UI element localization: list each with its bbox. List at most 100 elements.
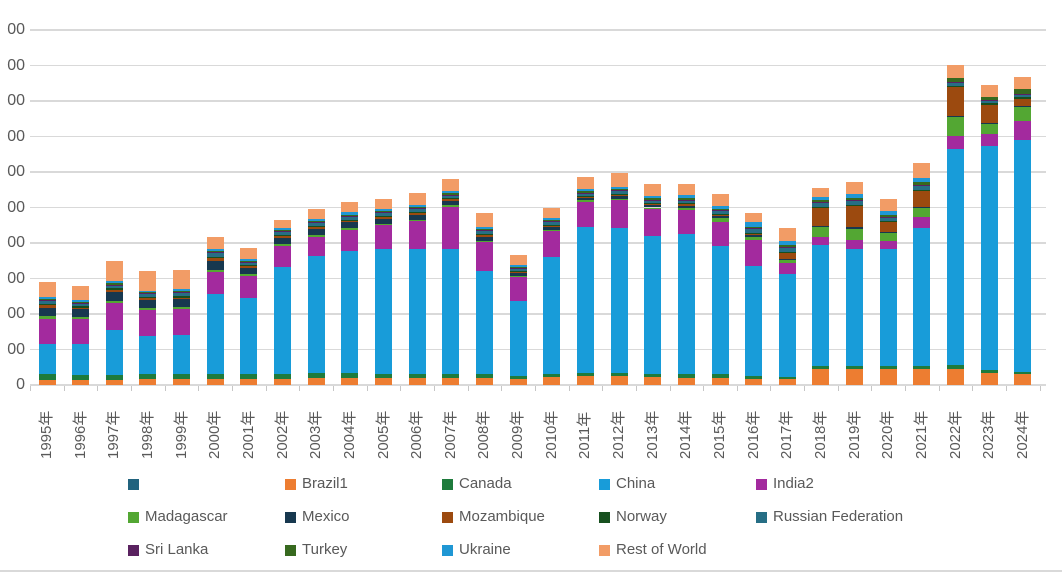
- bar-segment[interactable]: [341, 377, 359, 385]
- bar-segment[interactable]: [980, 103, 998, 105]
- bar-segment[interactable]: [879, 366, 897, 370]
- bar-segment[interactable]: [375, 217, 392, 219]
- bar-segment[interactable]: [274, 228, 292, 230]
- bar-segment[interactable]: [879, 369, 897, 385]
- bar-segment[interactable]: [408, 211, 426, 213]
- bar-segment[interactable]: [745, 266, 763, 377]
- bar-segment[interactable]: [778, 376, 796, 380]
- bar-segment[interactable]: [644, 377, 662, 385]
- bar-segment[interactable]: [274, 244, 292, 246]
- bar-segment[interactable]: [206, 258, 224, 262]
- bar-segment[interactable]: [240, 274, 258, 276]
- bar-segment[interactable]: [778, 273, 796, 377]
- bar-segment[interactable]: [240, 266, 258, 268]
- bar-segment[interactable]: [1014, 97, 1032, 99]
- bar-segment[interactable]: [846, 200, 864, 205]
- bar-segment[interactable]: [913, 206, 931, 209]
- bar-segment[interactable]: [610, 373, 628, 377]
- bar-segment[interactable]: [543, 224, 561, 226]
- bar-segment[interactable]: [543, 256, 561, 374]
- bar-segment[interactable]: [576, 192, 594, 194]
- bar-segment[interactable]: [38, 305, 56, 308]
- bar-segment[interactable]: [307, 218, 325, 221]
- bar-segment[interactable]: [307, 373, 325, 378]
- legend-item-rest-of-world[interactable]: Rest of World: [599, 542, 756, 558]
- bar-segment[interactable]: [913, 178, 931, 182]
- bar-segment[interactable]: [745, 239, 763, 267]
- bar-segment[interactable]: [980, 123, 998, 134]
- bar-segment[interactable]: [543, 207, 561, 218]
- bar-segment[interactable]: [408, 214, 426, 220]
- bar-segment[interactable]: [1014, 98, 1032, 106]
- bar-segment[interactable]: [846, 248, 864, 366]
- bar-segment[interactable]: [307, 209, 325, 219]
- bar-segment[interactable]: [442, 191, 460, 194]
- bar-segment[interactable]: [677, 203, 695, 205]
- bar-segment[interactable]: [812, 225, 830, 228]
- bar-segment[interactable]: [913, 185, 931, 190]
- bar-segment[interactable]: [980, 104, 998, 123]
- bar-segment[interactable]: [576, 196, 594, 198]
- bar-segment[interactable]: [576, 201, 594, 227]
- bar-segment[interactable]: [341, 373, 359, 378]
- bar-segment[interactable]: [509, 276, 527, 278]
- bar-segment[interactable]: [980, 372, 998, 385]
- bar-segment[interactable]: [274, 378, 292, 385]
- bar-segment[interactable]: [677, 197, 695, 200]
- bar-segment[interactable]: [812, 206, 830, 208]
- bar-segment[interactable]: [38, 300, 56, 302]
- bar-segment[interactable]: [543, 230, 561, 257]
- bar-segment[interactable]: [913, 181, 931, 185]
- bar-segment[interactable]: [206, 252, 224, 254]
- bar-segment[interactable]: [341, 250, 359, 374]
- bar-segment[interactable]: [408, 208, 426, 209]
- bar-segment[interactable]: [139, 294, 157, 297]
- bar-segment[interactable]: [980, 122, 998, 124]
- bar-segment[interactable]: [307, 256, 325, 374]
- bar-segment[interactable]: [812, 227, 830, 238]
- bar-segment[interactable]: [610, 190, 628, 192]
- bar-segment[interactable]: [947, 369, 965, 385]
- bar-segment[interactable]: [778, 228, 796, 242]
- bar-segment[interactable]: [173, 291, 191, 293]
- bar-segment[interactable]: [543, 221, 561, 223]
- bar-segment[interactable]: [408, 208, 426, 212]
- bar-segment[interactable]: [1014, 371, 1032, 375]
- bar-segment[interactable]: [543, 373, 561, 378]
- bar-segment[interactable]: [173, 374, 191, 380]
- bar-segment[interactable]: [1014, 76, 1032, 90]
- bar-segment[interactable]: [105, 292, 123, 301]
- bar-segment[interactable]: [711, 194, 729, 206]
- bar-segment[interactable]: [274, 232, 292, 235]
- bar-segment[interactable]: [307, 223, 325, 226]
- bar-segment[interactable]: [442, 205, 460, 207]
- bar-segment[interactable]: [72, 301, 90, 303]
- bar-segment[interactable]: [711, 221, 729, 246]
- bar-segment[interactable]: [274, 219, 292, 229]
- bar-segment[interactable]: [509, 268, 527, 269]
- bar-segment[interactable]: [610, 376, 628, 385]
- bar-segment[interactable]: [408, 204, 426, 207]
- bar-segment[interactable]: [879, 198, 897, 212]
- bar-segment[interactable]: [442, 198, 460, 200]
- bar-segment[interactable]: [610, 196, 628, 199]
- bar-segment[interactable]: [846, 239, 864, 249]
- bar-segment[interactable]: [240, 258, 258, 261]
- bar-segment[interactable]: [72, 303, 90, 307]
- bar-segment[interactable]: [644, 203, 662, 206]
- bar-segment[interactable]: [711, 205, 729, 209]
- bar-segment[interactable]: [475, 230, 493, 234]
- bar-segment[interactable]: [610, 193, 628, 195]
- bar-segment[interactable]: [72, 309, 90, 318]
- bar-segment[interactable]: [240, 262, 258, 265]
- bar-segment[interactable]: [475, 242, 493, 271]
- bar-segment[interactable]: [644, 207, 662, 209]
- bar-segment[interactable]: [442, 201, 460, 206]
- bar-segment[interactable]: [274, 231, 292, 232]
- bar-segment[interactable]: [375, 212, 392, 214]
- bar-segment[interactable]: [173, 299, 191, 308]
- bar-segment[interactable]: [173, 334, 191, 375]
- bar-segment[interactable]: [879, 233, 897, 242]
- legend-item-turkey[interactable]: Turkey: [285, 542, 442, 558]
- bar-segment[interactable]: [644, 235, 662, 374]
